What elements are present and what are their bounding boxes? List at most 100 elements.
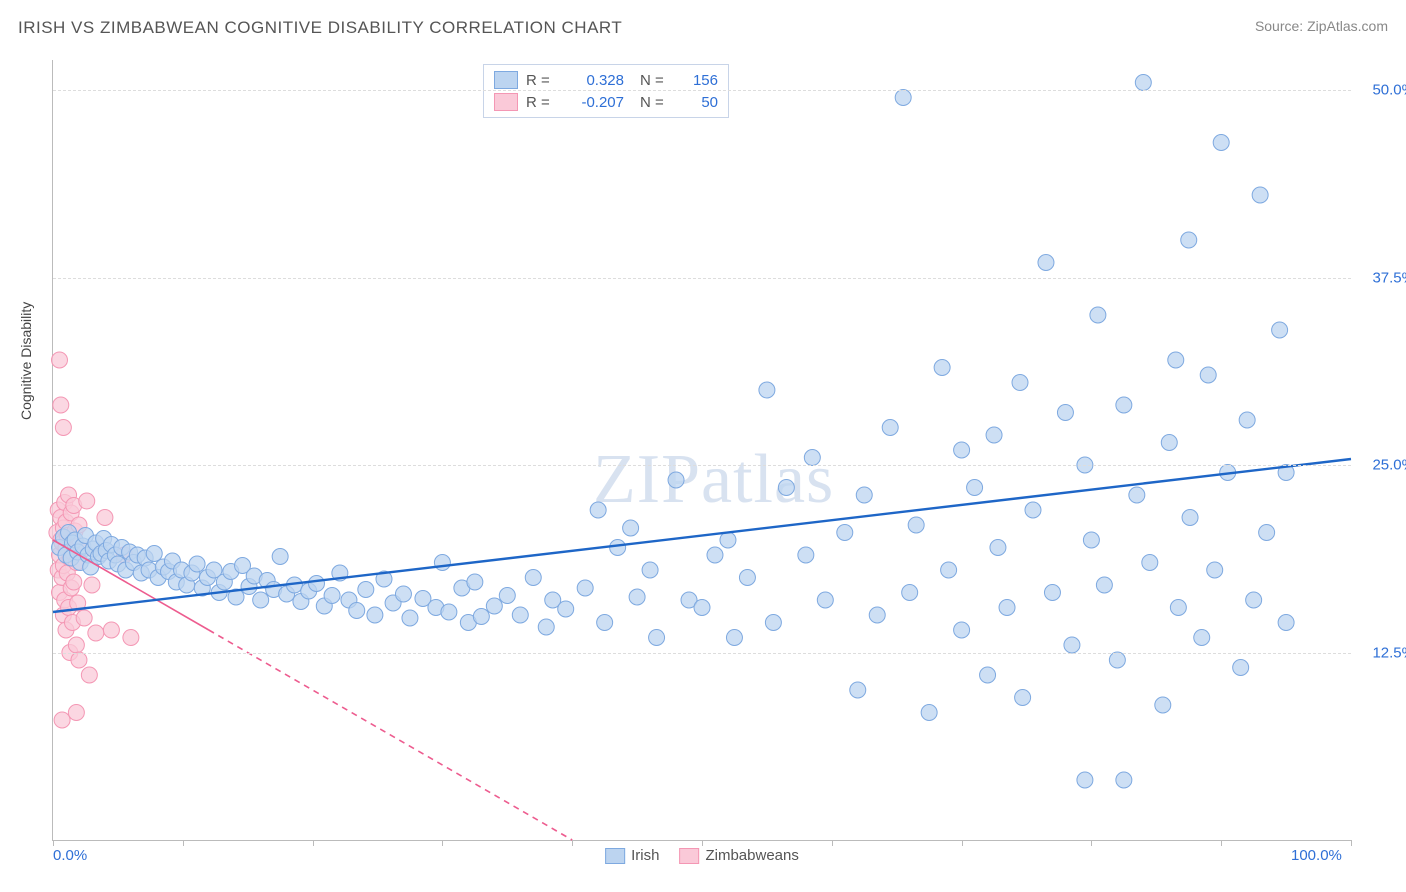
irish-point — [623, 520, 639, 536]
zimbabwean-point — [79, 493, 95, 509]
irish-point — [558, 601, 574, 617]
irish-point — [590, 502, 606, 518]
zimbabwean-point — [81, 667, 97, 683]
irish-point — [1129, 487, 1145, 503]
irish-point — [358, 582, 374, 598]
x-tick — [1221, 840, 1222, 846]
irish-point — [1194, 630, 1210, 646]
irish-point — [1155, 697, 1171, 713]
irish-point — [1057, 405, 1073, 421]
plot-area: ZIPatlas R =0.328N =156R =-0.207N =50 Ir… — [52, 60, 1351, 841]
irish-trendline — [53, 459, 1351, 612]
irish-point — [1064, 637, 1080, 653]
irish-point — [668, 472, 684, 488]
irish-point — [869, 607, 885, 623]
irish-point — [999, 600, 1015, 616]
x-tick — [442, 840, 443, 846]
irish-point — [1015, 690, 1031, 706]
irish-point — [1200, 367, 1216, 383]
irish-point — [512, 607, 528, 623]
irish-point — [1182, 510, 1198, 526]
irish-point — [954, 622, 970, 638]
legend-series: Irish Zimbabweans — [605, 847, 799, 864]
gridline-h — [53, 465, 1351, 466]
legend-r-label: R = — [526, 94, 556, 111]
irish-point — [1259, 525, 1275, 541]
irish-point — [941, 562, 957, 578]
irish-point — [597, 615, 613, 631]
irish-point — [934, 360, 950, 376]
irish-point — [1278, 615, 1294, 631]
irish-point — [642, 562, 658, 578]
legend-correlation-row: R =0.328N =156 — [494, 69, 718, 91]
zimbabwean-point — [71, 652, 87, 668]
irish-point — [525, 570, 541, 586]
irish-point — [1077, 772, 1093, 788]
irish-point — [434, 555, 450, 571]
legend-n-value: 50 — [678, 94, 718, 111]
y-axis-label: Cognitive Disability — [18, 302, 34, 420]
irish-point — [146, 546, 162, 562]
gridline-h — [53, 653, 1351, 654]
x-tick-label: 100.0% — [1291, 847, 1342, 864]
irish-point — [1083, 532, 1099, 548]
legend-swatch — [494, 71, 518, 89]
irish-point — [1168, 352, 1184, 368]
zimbabwean-point — [84, 577, 100, 593]
legend-n-label: N = — [640, 94, 670, 111]
zimbabwean-point — [53, 397, 69, 413]
x-tick — [1091, 840, 1092, 846]
irish-point — [1090, 307, 1106, 323]
irish-point — [538, 619, 554, 635]
irish-point — [954, 442, 970, 458]
irish-point — [850, 682, 866, 698]
irish-point — [1246, 592, 1262, 608]
x-tick — [183, 840, 184, 846]
zimbabwean-point — [68, 705, 84, 721]
irish-point — [908, 517, 924, 533]
legend-swatch — [605, 848, 625, 864]
irish-point — [882, 420, 898, 436]
irish-point — [990, 540, 1006, 556]
irish-point — [726, 630, 742, 646]
zimbabwean-point — [103, 622, 119, 638]
irish-point — [967, 480, 983, 496]
irish-point — [1116, 397, 1132, 413]
legend-series-label: Irish — [631, 847, 659, 864]
irish-point — [441, 604, 457, 620]
irish-point — [1207, 562, 1223, 578]
irish-point — [629, 589, 645, 605]
irish-point — [1181, 232, 1197, 248]
irish-point — [778, 480, 794, 496]
irish-point — [856, 487, 872, 503]
irish-point — [1109, 652, 1125, 668]
x-tick — [962, 840, 963, 846]
irish-point — [1161, 435, 1177, 451]
zimbabwean-point — [55, 420, 71, 436]
irish-point — [1012, 375, 1028, 391]
irish-point — [1044, 585, 1060, 601]
zimbabwean-point — [68, 637, 84, 653]
irish-point — [499, 588, 515, 604]
irish-point — [649, 630, 665, 646]
irish-point — [837, 525, 853, 541]
irish-point — [1135, 75, 1151, 91]
irish-point — [1239, 412, 1255, 428]
zimbabwean-trendline-dashed — [209, 630, 572, 840]
legend-series-label: Zimbabweans — [705, 847, 798, 864]
irish-point — [1142, 555, 1158, 571]
y-tick-label: 12.5% — [1372, 644, 1406, 661]
irish-point — [739, 570, 755, 586]
chart-title: IRISH VS ZIMBABWEAN COGNITIVE DISABILITY… — [18, 18, 622, 38]
irish-point — [324, 588, 340, 604]
x-tick — [1351, 840, 1352, 846]
zimbabwean-point — [51, 352, 67, 368]
irish-point — [253, 592, 269, 608]
legend-r-label: R = — [526, 72, 556, 89]
y-tick-label: 50.0% — [1372, 82, 1406, 99]
y-tick-label: 37.5% — [1372, 269, 1406, 286]
legend-swatch — [679, 848, 699, 864]
source-label: Source: ZipAtlas.com — [1255, 18, 1388, 34]
zimbabwean-point — [66, 574, 82, 590]
irish-point — [1025, 502, 1041, 518]
